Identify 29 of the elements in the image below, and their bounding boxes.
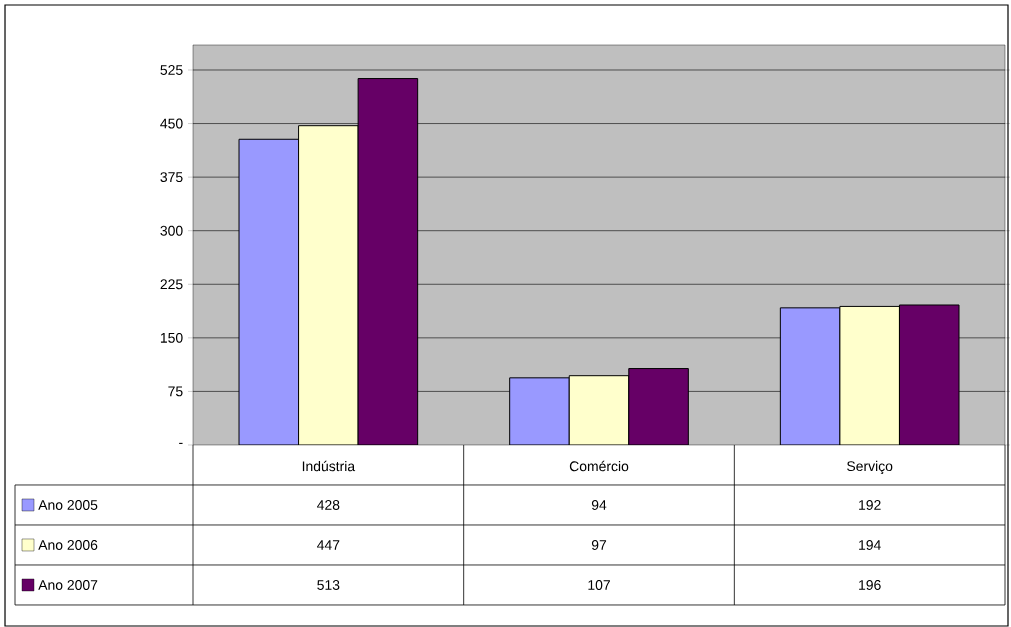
- bar: [628, 368, 689, 445]
- y-tick-label: -: [179, 442, 183, 444]
- bar: [509, 377, 570, 445]
- data-label: 94: [591, 500, 607, 510]
- y-tick-label: 150: [160, 332, 183, 343]
- legend-label: Ano 2006: [38, 540, 98, 550]
- legend-label: Ano 2007: [38, 580, 98, 590]
- bar: [779, 307, 841, 445]
- data-label: 192: [859, 500, 881, 510]
- y-tick-label: 300: [160, 225, 183, 236]
- y-tick-label: 375: [160, 172, 183, 183]
- data-label: 107: [588, 580, 610, 590]
- y-tick-label: 525: [160, 65, 183, 75]
- y-tick-label: 225: [160, 279, 183, 290]
- x-tick-label: Serviço: [847, 460, 893, 474]
- data-label: 428: [317, 500, 340, 510]
- y-tick-label: 450: [160, 118, 183, 129]
- data-label: 194: [859, 540, 881, 550]
- bar: [238, 138, 300, 445]
- y-tick-label: 75: [168, 386, 183, 397]
- legend-label: Ano 2005: [38, 500, 98, 510]
- data-label: 447: [317, 540, 340, 550]
- data-label: 97: [591, 540, 607, 550]
- data-label: 196: [859, 580, 881, 590]
- x-tick-label: Indústria: [302, 460, 356, 472]
- bar: [898, 304, 960, 445]
- bar: [357, 78, 419, 445]
- data-label: 513: [317, 580, 340, 590]
- x-tick-label: Comércio: [569, 460, 629, 472]
